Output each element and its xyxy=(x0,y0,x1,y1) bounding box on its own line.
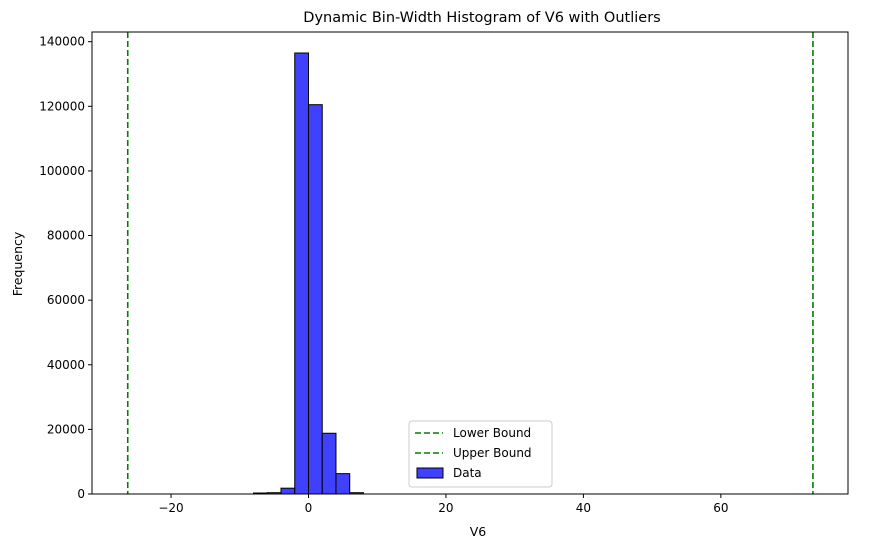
histogram-bar xyxy=(335,473,351,495)
x-axis: −20 0 20 40 60 xyxy=(158,494,728,515)
y-axis-label: Frequency xyxy=(10,231,25,296)
histogram-bar xyxy=(321,432,337,495)
bars-group xyxy=(253,52,364,495)
y-tick-label: 100000 xyxy=(39,164,85,178)
bounds-group xyxy=(126,32,814,494)
x-tick-label: −20 xyxy=(158,501,183,515)
histogram-bar xyxy=(294,52,309,495)
x-tick-label: 0 xyxy=(305,501,313,515)
y-tick-label: 20000 xyxy=(47,422,85,436)
legend-box xyxy=(408,420,553,488)
x-tick-label: 20 xyxy=(438,501,453,515)
x-tick-label: 40 xyxy=(576,501,591,515)
histogram-bar xyxy=(307,104,323,495)
x-axis-label: V6 xyxy=(470,524,487,539)
y-tick-label: 60000 xyxy=(47,293,85,307)
x-tick-label: 60 xyxy=(713,501,728,515)
y-tick-label: 40000 xyxy=(47,358,85,372)
legend-label: Upper Bound xyxy=(453,446,532,460)
chart-title: Dynamic Bin-Width Histogram of V6 with O… xyxy=(303,10,660,26)
legend-patch-swatch xyxy=(416,467,444,479)
y-axis: 0 20000 40000 60000 80000 100000 120000 140000 xyxy=(39,35,92,501)
y-tick-label: 140000 xyxy=(39,35,85,49)
plot-frame xyxy=(91,31,849,495)
y-tick-label: 0 xyxy=(77,487,85,501)
legend-label: Data xyxy=(453,466,482,480)
y-tick-label: 120000 xyxy=(39,99,85,113)
y-tick-label: 80000 xyxy=(47,229,85,243)
legend: Lower Bound Upper Bound Data xyxy=(408,420,553,488)
histogram-bar xyxy=(280,487,296,495)
legend-label: Lower Bound xyxy=(453,426,531,440)
